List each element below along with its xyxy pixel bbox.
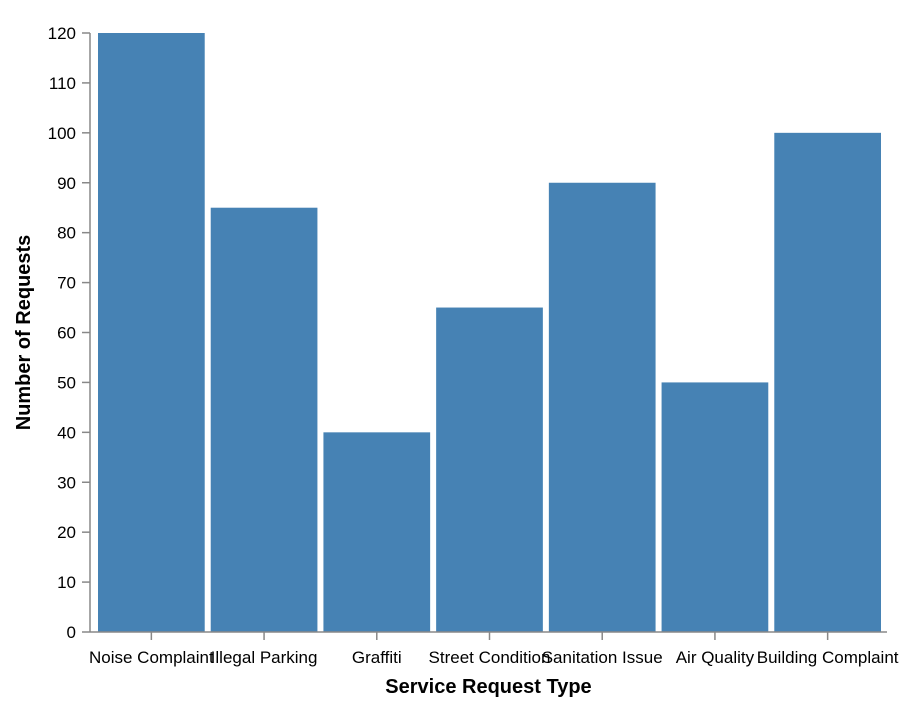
x-tick-label: Noise Complaint xyxy=(89,648,214,667)
x-tick-label: Graffiti xyxy=(352,648,402,667)
bar-graffiti xyxy=(323,432,431,632)
bar-noise-complaint xyxy=(98,33,205,632)
x-tick-label: Street Condition xyxy=(429,648,551,667)
bars-layer xyxy=(98,33,881,633)
y-tick-label: 70 xyxy=(57,274,76,293)
y-tick-label: 100 xyxy=(48,124,76,143)
bar-sanitation-issue xyxy=(548,182,656,632)
x-tick-label: Sanitation Issue xyxy=(542,648,663,667)
y-tick-label: 60 xyxy=(57,324,76,343)
y-tick-label: 90 xyxy=(57,174,76,193)
x-tick-label: Illegal Parking xyxy=(211,648,318,667)
y-axis-title: Number of Requests xyxy=(13,235,35,431)
x-tick-label: Building Complaint xyxy=(757,648,899,667)
y-tick-label: 80 xyxy=(57,224,76,243)
bar-street-condition xyxy=(436,307,543,632)
x-tick-label: Air Quality xyxy=(676,648,755,667)
y-tick-label: 10 xyxy=(57,573,76,592)
y-tick-label: 40 xyxy=(57,423,76,442)
x-axis-title: Service Request Type xyxy=(385,676,591,698)
bar-building-complaint xyxy=(774,132,881,633)
y-tick-label: 50 xyxy=(57,373,76,392)
bar-air-quality xyxy=(661,382,769,632)
y-tick-label: 0 xyxy=(67,623,76,642)
y-tick-label: 110 xyxy=(49,74,76,93)
y-axis: 0 10 20 30 40 50 60 70 80 90 100 110 120 xyxy=(48,24,91,642)
y-tick-label: 30 xyxy=(57,473,76,492)
y-tick-label: 120 xyxy=(48,24,76,43)
y-tick-label: 20 xyxy=(57,523,76,542)
bar-illegal-parking xyxy=(210,207,318,633)
